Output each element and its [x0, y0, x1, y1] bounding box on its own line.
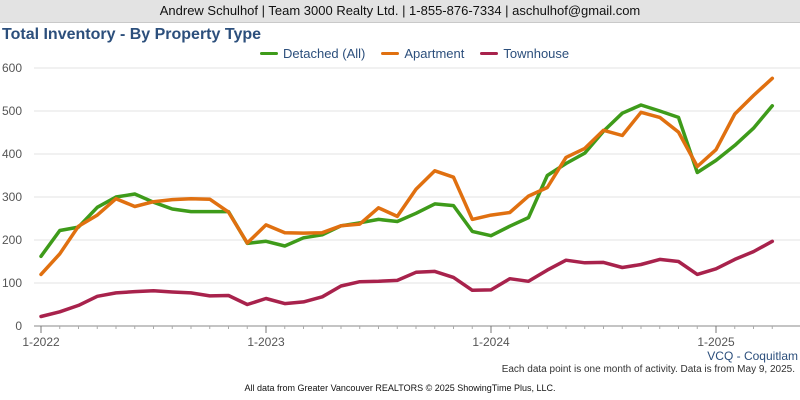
legend-swatch-apartment: [381, 52, 400, 55]
chart-legend: Detached (All) Apartment Townhouse: [260, 46, 569, 61]
y-tick-label: 100: [2, 276, 22, 290]
y-tick-label: 400: [2, 147, 22, 161]
legend-swatch-townhouse: [480, 52, 499, 55]
series-line-detached-all[interactable]: [39, 103, 775, 259]
legend-item-townhouse[interactable]: Townhouse: [480, 46, 569, 61]
y-tick-label: 500: [2, 104, 22, 118]
x-tick-label: 1-2023: [247, 335, 285, 349]
x-tick-label: 1-2024: [472, 335, 510, 349]
grid-lines: [34, 67, 800, 284]
footer-source: All data from Greater Vancouver REALTORS…: [244, 383, 556, 393]
series-line-townhouse[interactable]: [39, 239, 775, 319]
y-tick-label: 300: [2, 190, 22, 204]
x-tick-label: 1-2025: [697, 335, 735, 349]
data-note: Each data point is one month of activity…: [501, 364, 795, 375]
series-lines: [39, 76, 775, 319]
y-tick-label: 600: [2, 61, 22, 75]
y-tick-label: 0: [15, 319, 22, 333]
y-tick-label: 200: [2, 233, 22, 247]
legend-swatch-detached: [260, 52, 278, 55]
agent-header-bar: Andrew Schulhof | Team 3000 Realty Ltd. …: [0, 0, 800, 23]
region-label: VCQ - Coquitlam: [707, 349, 798, 363]
legend-label-apartment: Apartment: [404, 46, 465, 61]
agent-contact-text: Andrew Schulhof | Team 3000 Realty Ltd. …: [159, 3, 641, 18]
legend-label-townhouse: Townhouse: [503, 46, 570, 61]
legend-item-detached[interactable]: Detached (All): [260, 46, 365, 61]
axes: 0 100 200 300 400 500 600 1-2022 1-2023 1-2024 1-2…: [2, 61, 800, 349]
legend-label-detached: Detached (All): [283, 46, 366, 61]
series-line-apartment[interactable]: [39, 76, 775, 277]
chart-title: Total Inventory - By Property Type: [2, 26, 262, 43]
legend-item-apartment[interactable]: Apartment: [381, 46, 464, 61]
x-tick-label: 1-2022: [22, 335, 60, 349]
